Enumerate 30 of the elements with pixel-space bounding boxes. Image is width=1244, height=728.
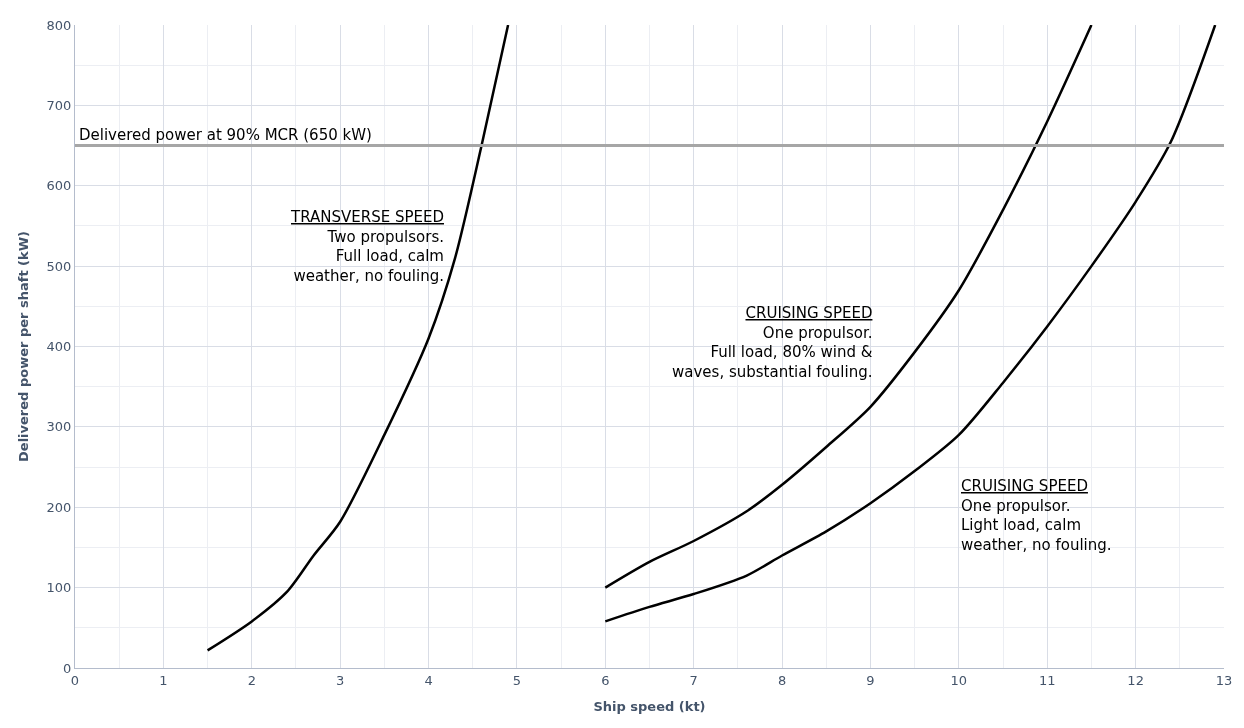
annotation: CRUISING SPEED One propulsor. Light load, calm weather, no fouling. xyxy=(961,477,1112,554)
x-tick-label: 1 xyxy=(159,672,168,688)
y-tick-label: 300 xyxy=(46,419,72,435)
y-tick-label: 700 xyxy=(46,97,72,113)
y-tick-label: 400 xyxy=(46,339,72,355)
x-tick-label: 8 xyxy=(777,672,787,688)
x-tick-label: 5 xyxy=(512,672,522,688)
x-tick-label: 12 xyxy=(1127,672,1144,688)
y-tick-label: 0 xyxy=(63,660,72,676)
y-tick-label: 200 xyxy=(46,499,72,515)
y-axis-title: Delivered power per shaft (kW) xyxy=(15,231,31,462)
line-series xyxy=(604,25,1217,623)
x-tick-label: 3 xyxy=(336,672,345,688)
y-tick-label: 800 xyxy=(46,17,72,33)
ref-line-label: Delivered power at 90% MCR (650 kW) xyxy=(79,126,372,144)
y-tick-label: 600 xyxy=(46,178,72,194)
x-tick-label: 2 xyxy=(247,672,256,688)
x-tick-label: 13 xyxy=(1215,672,1233,688)
x-tick-label: 10 xyxy=(950,672,968,688)
y-tick-label: 100 xyxy=(46,580,72,596)
y-tick-label: 500 xyxy=(46,258,72,274)
annotation: CRUISING SPEED One propulsor. Full load, 80% wind & waves, substantial fouling. xyxy=(672,304,873,381)
x-tick-label: 9 xyxy=(866,672,875,688)
x-axis-title: Ship speed (kt) xyxy=(593,699,706,715)
x-tick-label: 7 xyxy=(689,672,698,688)
line-series xyxy=(206,25,510,652)
annotation: TRANSVERSE SPEED Two propulsors. Full load, calm weather, no fouling. xyxy=(290,208,444,285)
x-tick-label: 4 xyxy=(424,672,433,688)
x-tick-label: 11 xyxy=(1038,672,1056,688)
x-tick-label: 6 xyxy=(601,672,610,688)
